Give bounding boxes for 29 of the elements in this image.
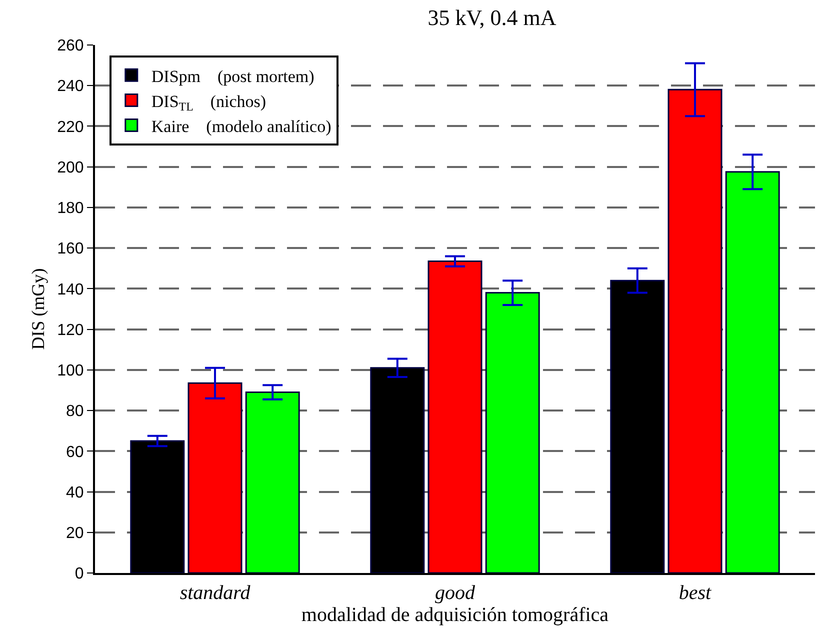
x-tick-label: standard: [180, 582, 252, 604]
y-tick-label: 160: [57, 240, 84, 258]
y-tick-label: 240: [57, 78, 84, 96]
bar: [188, 382, 242, 573]
text: DIS$_{TL}$ (nichos): [151, 92, 266, 114]
x-tick-label: good: [435, 582, 476, 604]
y-tick-label: 100: [57, 362, 84, 380]
y-axis-title: DIS (mGy): [28, 268, 48, 350]
bar: [725, 171, 780, 573]
x-axis-title: modalidad de adquisición tomográfica: [301, 604, 609, 626]
bar: [668, 88, 722, 573]
y-tick-label: 120: [57, 322, 84, 339]
bar: [428, 260, 482, 573]
bar: [245, 392, 300, 573]
x-tick-label: best: [678, 582, 712, 604]
legend-label: DISpm (post mortem): [151, 66, 314, 86]
y-tick-label: 20: [66, 524, 84, 542]
y-tick-label: 200: [57, 159, 84, 176]
y-tick-label: 80: [66, 403, 84, 420]
chart-title: 35 kV, 0.4 mA: [428, 5, 556, 30]
y-tick-label: 180: [57, 200, 84, 218]
legend-label: Kaire (modelo analítico): [151, 116, 332, 136]
y-tick-label: 220: [57, 118, 84, 136]
y-tick-label: 40: [66, 484, 84, 502]
y-tick-label: 0: [74, 566, 84, 583]
y-tick-label: 260: [57, 38, 84, 55]
bar: [485, 292, 540, 573]
y-tick-label: 60: [66, 444, 84, 461]
y-tick-label: 140: [57, 281, 84, 298]
